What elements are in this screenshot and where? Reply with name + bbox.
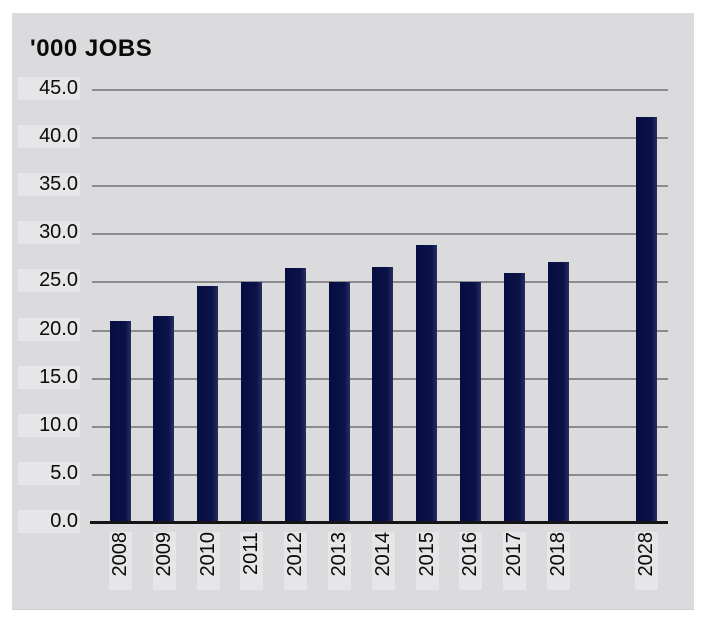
y-axis-label-20.0: 20.0	[18, 317, 80, 341]
x-axis-label-2028: 2028	[635, 532, 658, 590]
x-axis-label-2015: 2015	[415, 532, 439, 590]
y-axis-label-0.0: 0.0	[18, 510, 80, 533]
gridline-30.0	[92, 233, 668, 236]
x-axis-label-2014: 2014	[371, 532, 395, 590]
bar-2018	[547, 262, 569, 523]
y-axis-label-30.0: 30.0	[18, 221, 80, 245]
y-axis-label-10.0: 10.0	[18, 413, 80, 437]
x-axis-line	[90, 521, 668, 524]
gridline-45.0	[92, 89, 668, 91]
bar-2013	[328, 282, 350, 523]
x-axis-label-2012: 2012	[284, 532, 308, 590]
x-axis-label-2011: 2011	[240, 532, 264, 590]
bar-2012	[284, 268, 306, 523]
gridline-40.0	[92, 137, 668, 140]
bar-2015	[416, 244, 438, 523]
y-axis-label-15.0: 15.0	[18, 365, 80, 389]
bar-2017	[503, 272, 525, 523]
x-axis-label-2018: 2018	[547, 532, 570, 590]
bar-2011	[240, 282, 262, 523]
x-axis-label-2016: 2016	[459, 532, 483, 590]
y-axis-label-25.0: 25.0	[18, 269, 80, 293]
x-axis-label-2013: 2013	[328, 532, 351, 590]
gridline-35.0	[92, 185, 668, 188]
bar-2010	[197, 286, 219, 523]
chart-title: '000 JOBS	[30, 35, 153, 62]
y-axis-label-35.0: 35.0	[18, 173, 80, 197]
y-axis-label-40.0: 40.0	[18, 125, 80, 149]
bar-2009	[153, 316, 175, 523]
bar-2016	[459, 282, 481, 523]
x-axis-label-2009: 2009	[152, 532, 176, 590]
bar-2008	[109, 320, 131, 523]
y-axis-label-5.0: 5.0	[18, 461, 80, 485]
x-axis-label-2010: 2010	[196, 532, 220, 590]
bar-2014	[372, 267, 394, 523]
bar-2028	[635, 116, 657, 523]
y-axis-label-45.0: 45.0	[18, 77, 80, 100]
x-axis-label-2008: 2008	[109, 532, 132, 590]
x-axis-label-2017: 2017	[503, 532, 527, 590]
